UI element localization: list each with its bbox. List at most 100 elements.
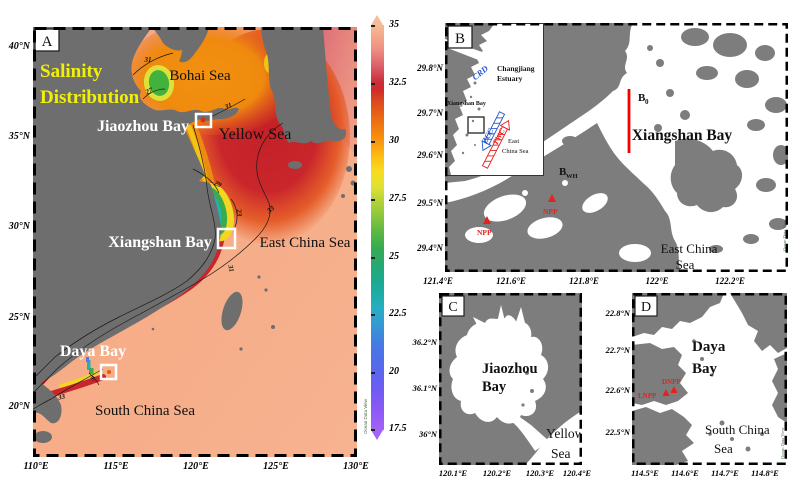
inset-estuary-line2: Estuary (497, 74, 523, 83)
b-xtick-0: 121.4°E (423, 276, 453, 286)
daya-bay-dot (107, 370, 111, 374)
a-ytick-2: 30°N (8, 221, 30, 232)
colorbar-tick (371, 141, 375, 143)
colorbar-tick (371, 429, 375, 431)
c-xtick-1: 120.2°E (482, 468, 512, 478)
lnpp-triangle (662, 389, 670, 396)
panel-c-map: Jiaozhou Bay Yellow Sea C (439, 293, 582, 465)
colorbar-tick (371, 25, 375, 27)
svg-text:33: 33 (56, 392, 66, 402)
a-xtick-0: 110°E (23, 461, 49, 472)
sw-peninsula (632, 407, 694, 465)
svg-text:31: 31 (226, 263, 236, 273)
colorbar-tick (371, 257, 375, 259)
inset-ecs-line1: East (508, 138, 519, 145)
panel-b-border (445, 23, 788, 272)
b-ytick-3: 29.5°N (417, 198, 443, 208)
a-ytick-0: 40°N (8, 41, 30, 52)
npp-label-1: NPP (543, 207, 558, 216)
d-xtick-2: 114.7°E (711, 468, 739, 478)
bohai-sea-label: Bohai Sea (169, 68, 231, 84)
a-xtick-3: 125°E (263, 461, 289, 472)
east-shore (772, 353, 787, 423)
yellow-sea-c-line2: Sea (551, 446, 571, 461)
d-ytick-1: 22.7°N (605, 345, 630, 355)
bohai-orange-area (123, 27, 303, 135)
c-ytick-0: 36.2°N (412, 337, 437, 347)
east-china-sea-b-line2: Sea (676, 257, 695, 272)
yellow-sea-area (525, 411, 582, 465)
panel-d-label: D (641, 300, 651, 315)
xiangshan-bay-marker (216, 227, 237, 250)
npp-triangle-1 (548, 194, 556, 202)
daya-bay-name-line2: Bay (692, 361, 718, 377)
colorbar-tick (371, 372, 375, 374)
panel-c-label-box (441, 295, 465, 317)
d-ytick-2: 22.6°N (605, 385, 630, 395)
panel-a-title-line1: Salinity (40, 61, 103, 82)
panel-b-label-box (447, 25, 473, 49)
svg-text:31: 31 (89, 375, 97, 383)
korea-peninsula (261, 27, 347, 144)
panel-c-label: C (448, 300, 457, 315)
south-land-coves (465, 180, 651, 262)
bay-channel (511, 415, 549, 451)
jiaozhou-bay-name-line1: Jiaozhou (482, 361, 538, 377)
c-xtick-0: 120.1°E (438, 468, 468, 478)
b-ytick-2: 29.6°N (417, 150, 443, 160)
daya-bay-marker (99, 363, 118, 381)
xiangshan-bay-label: Xiangshan Bay (108, 234, 212, 251)
colorbar-tick (371, 83, 375, 85)
odv-credit-panel-d: Ocean Data View (780, 427, 785, 459)
inset-xiangshan-label: Xiangshan Bay (447, 101, 486, 107)
dnpp-triangle (670, 386, 678, 393)
daya-bay-name-line1: Daya (692, 339, 726, 355)
panel-a-border (33, 27, 357, 457)
d-xtick-3: 114.8°E (751, 468, 779, 478)
panel-a-map: 31 27 31 29 23 33 31 33 31 Salinity Dist… (33, 27, 357, 457)
south-china-sea-label: South China Sea (95, 403, 195, 419)
lnpp-label: LNPP (638, 392, 657, 400)
salinity-contours (33, 52, 284, 410)
daya-bay-label: Daya Bay (60, 343, 126, 360)
bohai-green-patch (148, 70, 170, 96)
colorbar-top-arrow (371, 15, 383, 25)
d-xtick-1: 114.6°E (671, 468, 699, 478)
jiaozhou-bay-water (449, 315, 549, 424)
panel-d-label-box (634, 295, 658, 317)
odv-credit-panel-b: Ocean Data View (782, 219, 787, 251)
colorbar-tick (371, 314, 375, 316)
liaodong-peninsula (179, 27, 209, 63)
odv-credit-colorbar: Ocean Data View (363, 399, 368, 434)
station-b0-base: B (638, 92, 646, 104)
a-ytick-4: 20°N (8, 401, 30, 412)
station-bwh-base: B (559, 166, 567, 178)
panel-a-label: A (42, 34, 53, 50)
svg-text:31: 31 (223, 101, 233, 111)
colorbar-tick-25: 25 (389, 251, 399, 262)
b-xtick-1: 121.6°E (496, 276, 526, 286)
bay-islets (521, 371, 534, 407)
colorbar-tick-30: 30 (389, 135, 399, 146)
svg-text:27: 27 (143, 86, 154, 97)
colorbar-tick-17-5: 17.5 (389, 423, 407, 434)
inset-coast-land (445, 23, 495, 175)
panel-b-inset: CRD Changjiang Estuary Xiangshan Bay ZCC… (445, 23, 544, 176)
zcc-current-arrow (481, 111, 506, 152)
c-ytick-2: 36°N (418, 429, 437, 439)
panel-d-border (632, 293, 787, 465)
jiaozhou-bay-name-line2: Bay (482, 379, 507, 395)
svg-text:29: 29 (212, 179, 223, 190)
land-masses (33, 27, 356, 443)
c-xtick-2: 120.3°E (525, 468, 555, 478)
panel-d-map: DNPP LNPP Daya Bay South China Sea Ocean… (632, 293, 787, 465)
east-china-sea-b-line1: East China (661, 241, 718, 256)
b-ytick-1: 29.7°N (417, 108, 443, 118)
hainan-island (34, 431, 52, 443)
d-ytick-0: 22.8°N (605, 308, 630, 318)
colorbar-tick-22-5: 22.5 (389, 308, 407, 319)
jiaozhou-bay-label: Jiaozhou Bay (97, 118, 189, 135)
npp-label-2: NPP (477, 228, 492, 237)
b-ytick-0: 29.8°N (417, 63, 443, 73)
